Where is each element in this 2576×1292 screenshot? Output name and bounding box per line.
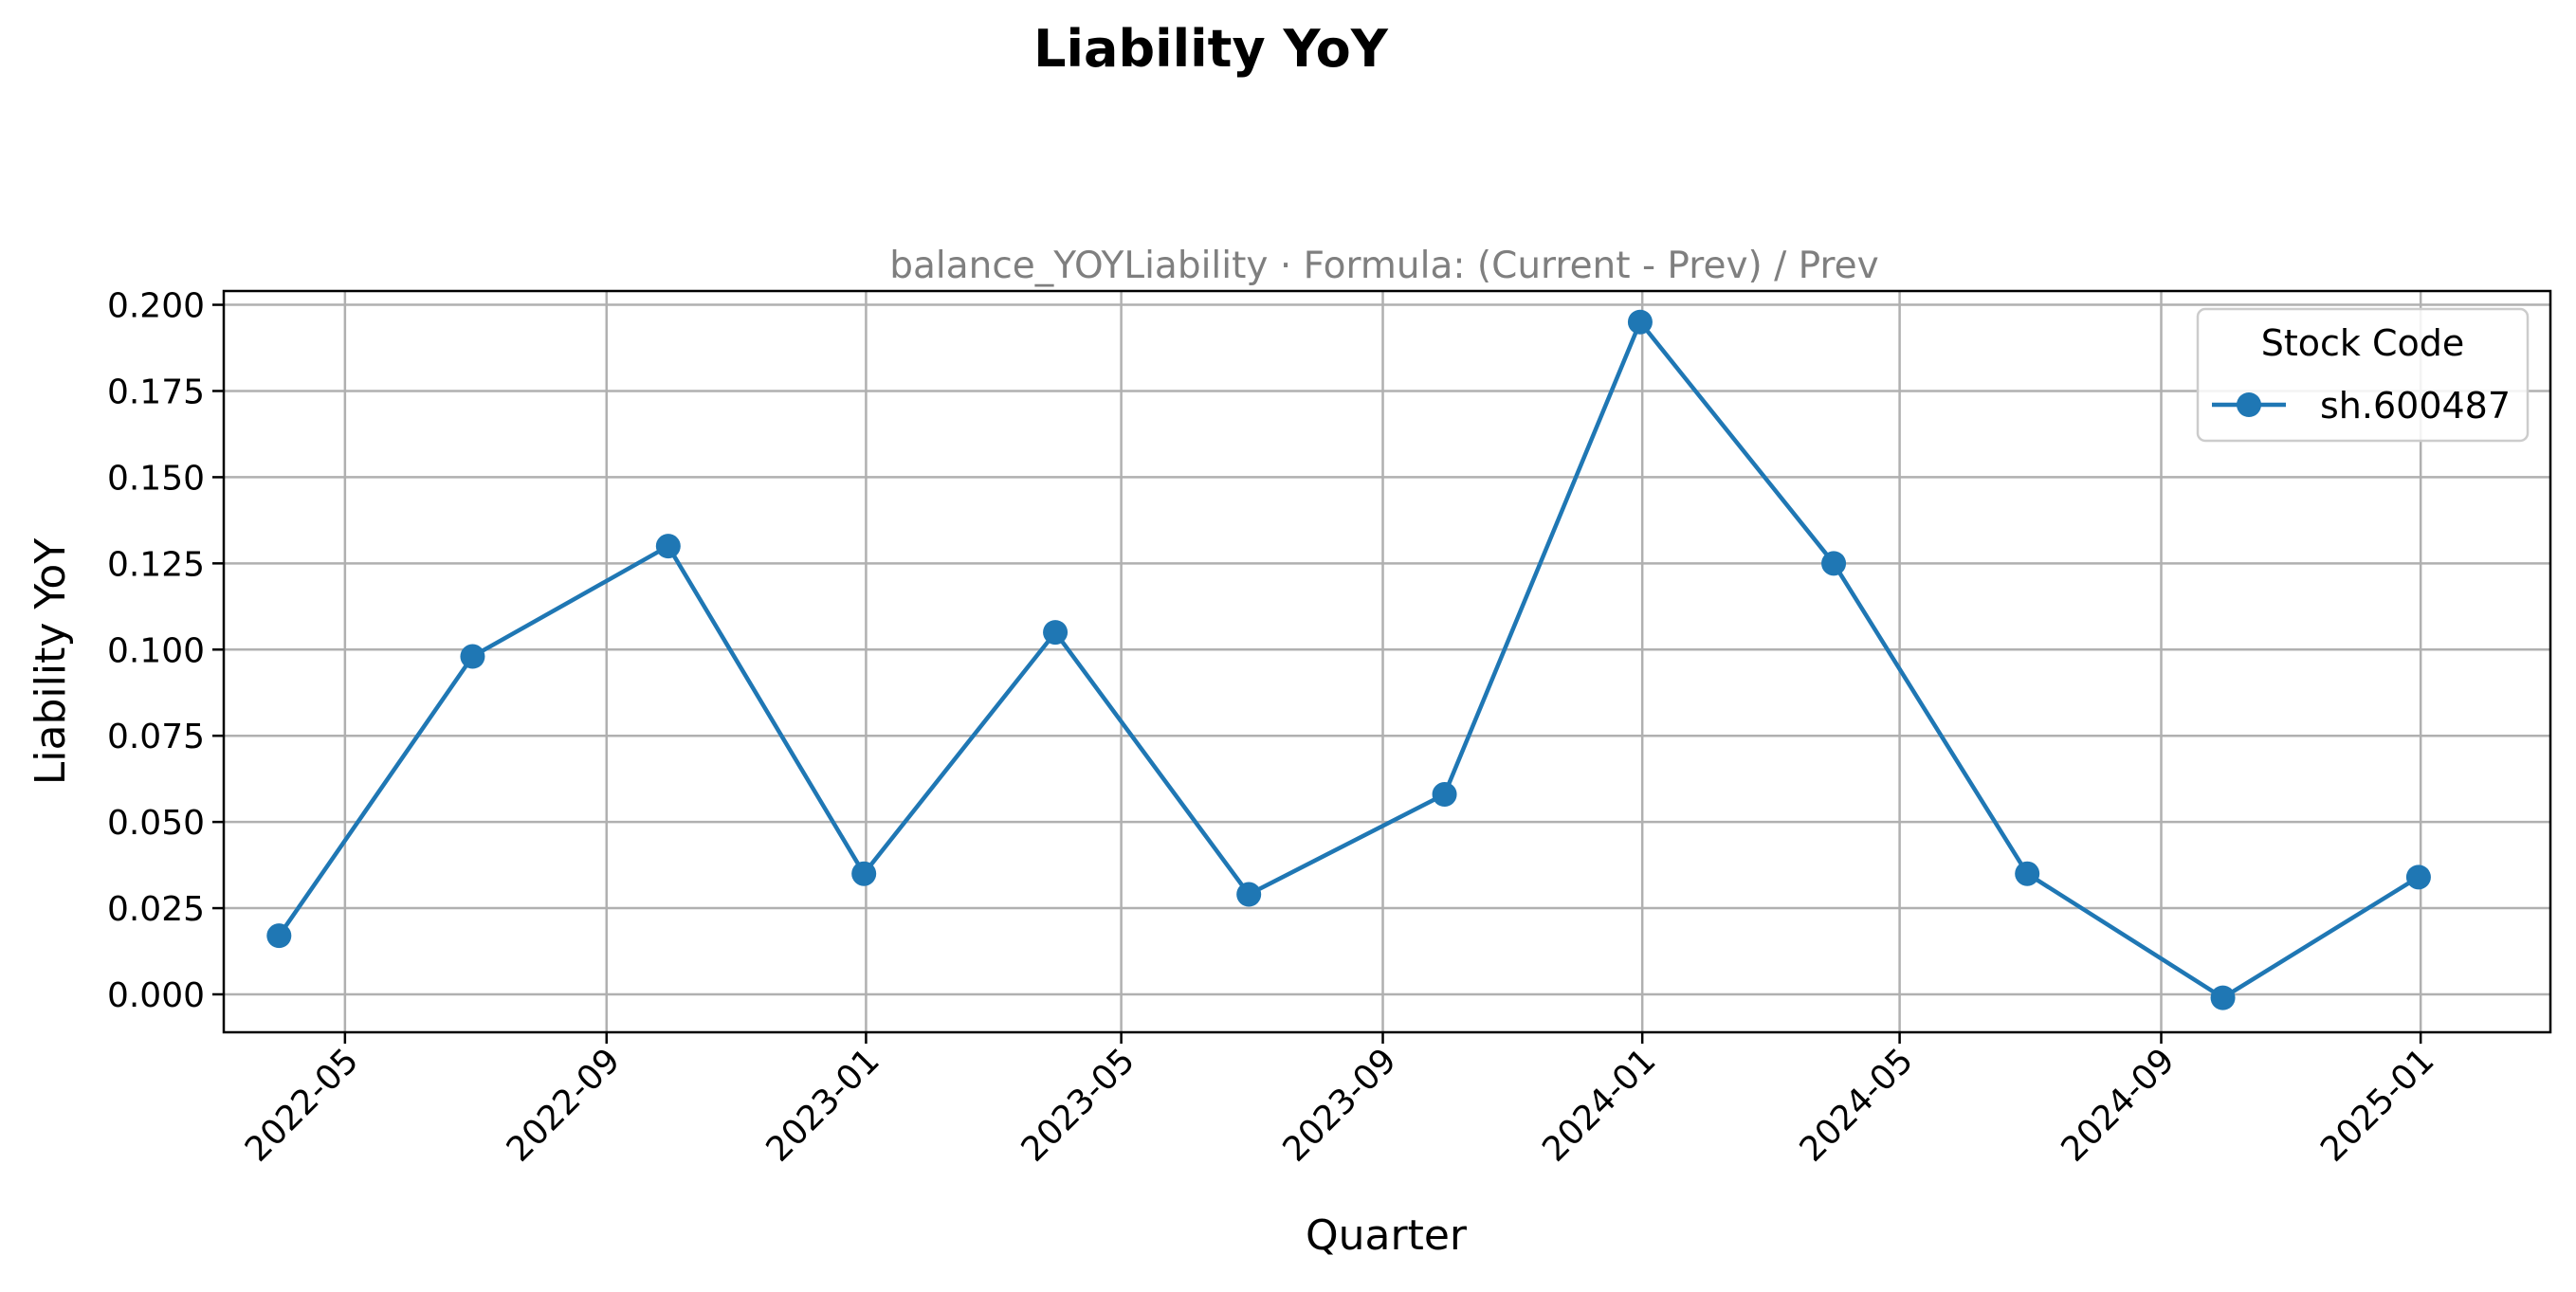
grid-lines	[224, 291, 2550, 1032]
y-tick-label: 0.050	[107, 804, 205, 843]
chart-title: Liability YoY	[1033, 19, 1389, 79]
chart-subtitle: balance_YOYLiability · Formula: (Current…	[889, 245, 1879, 287]
data-point	[1043, 620, 1069, 646]
legend: Stock Code sh.600487	[2196, 307, 2530, 443]
data-point	[655, 534, 681, 559]
data-point	[1236, 882, 1262, 907]
y-axis-label: Liability YoY	[27, 538, 75, 786]
plot-area	[222, 289, 2552, 1034]
y-tick-label: 0.100	[107, 631, 205, 670]
legend-box	[2196, 307, 2530, 443]
data-point	[460, 644, 485, 669]
data-point	[1432, 782, 1457, 808]
y-tick-label: 0.150	[107, 459, 205, 498]
data-point	[2210, 985, 2236, 1010]
y-tick-label: 0.075	[107, 718, 205, 756]
data-point	[2015, 861, 2040, 886]
legend-marker	[2237, 392, 2261, 417]
data-point	[1821, 551, 1847, 576]
y-tick-label: 0.200	[107, 287, 205, 326]
data-point	[1627, 309, 1653, 335]
data-point	[266, 923, 292, 949]
x-axis-label: Quarter	[1306, 1211, 1468, 1260]
data-point	[2405, 864, 2431, 890]
y-tick-label: 0.025	[107, 890, 205, 929]
legend-label-sh600487: sh.600487	[2320, 385, 2511, 427]
y-tick-label: 0.000	[107, 976, 205, 1015]
series-line	[277, 319, 2421, 1000]
y-tick-label: 0.125	[107, 545, 205, 584]
y-tick-label: 0.175	[107, 373, 205, 411]
series-sh600487	[266, 309, 2431, 1010]
legend-title: Stock Code	[2261, 322, 2465, 364]
data-point	[851, 861, 877, 886]
